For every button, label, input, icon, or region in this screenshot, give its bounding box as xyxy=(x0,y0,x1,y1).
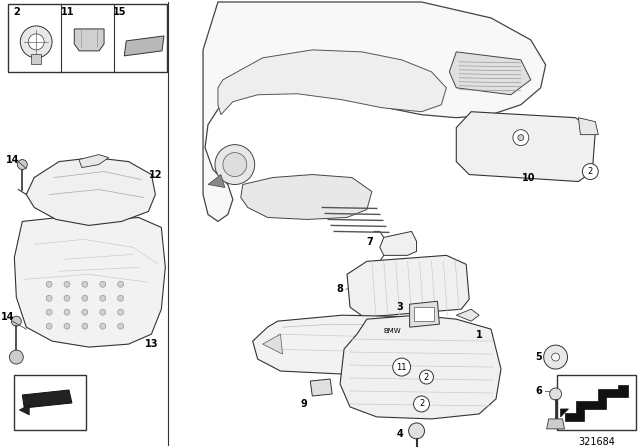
Text: BMW: BMW xyxy=(383,328,401,334)
Polygon shape xyxy=(14,217,165,347)
Text: 14: 14 xyxy=(1,312,14,322)
Polygon shape xyxy=(31,54,41,64)
Polygon shape xyxy=(456,309,479,321)
Polygon shape xyxy=(380,232,417,255)
Text: 7: 7 xyxy=(367,237,373,247)
Polygon shape xyxy=(449,52,531,95)
Circle shape xyxy=(100,323,106,329)
Circle shape xyxy=(518,135,524,141)
Polygon shape xyxy=(218,50,446,115)
Bar xyxy=(8,4,167,72)
Text: 15: 15 xyxy=(113,7,126,17)
Bar xyxy=(14,375,86,430)
Text: 14: 14 xyxy=(6,155,19,164)
Circle shape xyxy=(552,353,559,361)
Circle shape xyxy=(64,281,70,287)
Circle shape xyxy=(100,309,106,315)
Polygon shape xyxy=(564,385,628,421)
Circle shape xyxy=(82,281,88,287)
Text: 11: 11 xyxy=(396,362,407,371)
Text: 321684: 321684 xyxy=(578,437,615,447)
Polygon shape xyxy=(22,390,72,408)
Polygon shape xyxy=(347,255,469,317)
Text: 2: 2 xyxy=(419,400,424,409)
Circle shape xyxy=(100,281,106,287)
Text: 3: 3 xyxy=(396,302,403,312)
Polygon shape xyxy=(208,175,225,188)
Circle shape xyxy=(543,345,568,369)
Polygon shape xyxy=(410,301,440,327)
Polygon shape xyxy=(413,307,435,321)
Text: 1: 1 xyxy=(476,330,483,340)
Circle shape xyxy=(223,153,247,177)
Circle shape xyxy=(582,164,598,180)
Polygon shape xyxy=(79,155,109,168)
Text: 2: 2 xyxy=(424,373,429,382)
Text: 9: 9 xyxy=(301,399,308,409)
Circle shape xyxy=(118,281,124,287)
Polygon shape xyxy=(340,315,501,419)
Text: 4: 4 xyxy=(396,429,403,439)
Circle shape xyxy=(64,309,70,315)
Circle shape xyxy=(513,129,529,146)
Circle shape xyxy=(46,323,52,329)
Circle shape xyxy=(64,295,70,301)
Text: 2: 2 xyxy=(588,167,593,176)
Circle shape xyxy=(413,396,429,412)
Text: 10: 10 xyxy=(522,172,536,182)
Circle shape xyxy=(46,281,52,287)
Polygon shape xyxy=(310,379,332,396)
Circle shape xyxy=(64,323,70,329)
Polygon shape xyxy=(262,334,282,354)
Text: 11: 11 xyxy=(61,7,74,17)
Polygon shape xyxy=(547,419,564,429)
Circle shape xyxy=(28,34,44,50)
Polygon shape xyxy=(241,175,372,220)
Circle shape xyxy=(550,388,561,400)
Circle shape xyxy=(46,309,52,315)
Circle shape xyxy=(82,323,88,329)
Circle shape xyxy=(20,26,52,58)
Circle shape xyxy=(82,295,88,301)
Polygon shape xyxy=(26,158,156,225)
Circle shape xyxy=(118,323,124,329)
Polygon shape xyxy=(203,2,546,221)
Text: 13: 13 xyxy=(145,339,158,349)
Polygon shape xyxy=(579,118,598,135)
Circle shape xyxy=(10,350,23,364)
Polygon shape xyxy=(74,29,104,51)
Circle shape xyxy=(100,295,106,301)
Circle shape xyxy=(17,159,28,169)
Circle shape xyxy=(46,295,52,301)
Circle shape xyxy=(393,358,411,376)
Circle shape xyxy=(215,145,255,185)
Polygon shape xyxy=(253,315,469,374)
Circle shape xyxy=(118,295,124,301)
Text: 5: 5 xyxy=(535,352,542,362)
Text: 8: 8 xyxy=(337,284,344,294)
Polygon shape xyxy=(19,405,29,415)
Bar xyxy=(557,375,636,430)
Circle shape xyxy=(12,316,21,326)
Circle shape xyxy=(408,423,424,439)
Text: 2: 2 xyxy=(13,7,20,17)
Circle shape xyxy=(118,309,124,315)
Text: 12: 12 xyxy=(148,169,162,180)
Polygon shape xyxy=(456,112,595,181)
Circle shape xyxy=(420,370,433,384)
Polygon shape xyxy=(561,409,568,417)
Text: 6: 6 xyxy=(535,386,542,396)
Circle shape xyxy=(82,309,88,315)
Polygon shape xyxy=(124,36,164,56)
